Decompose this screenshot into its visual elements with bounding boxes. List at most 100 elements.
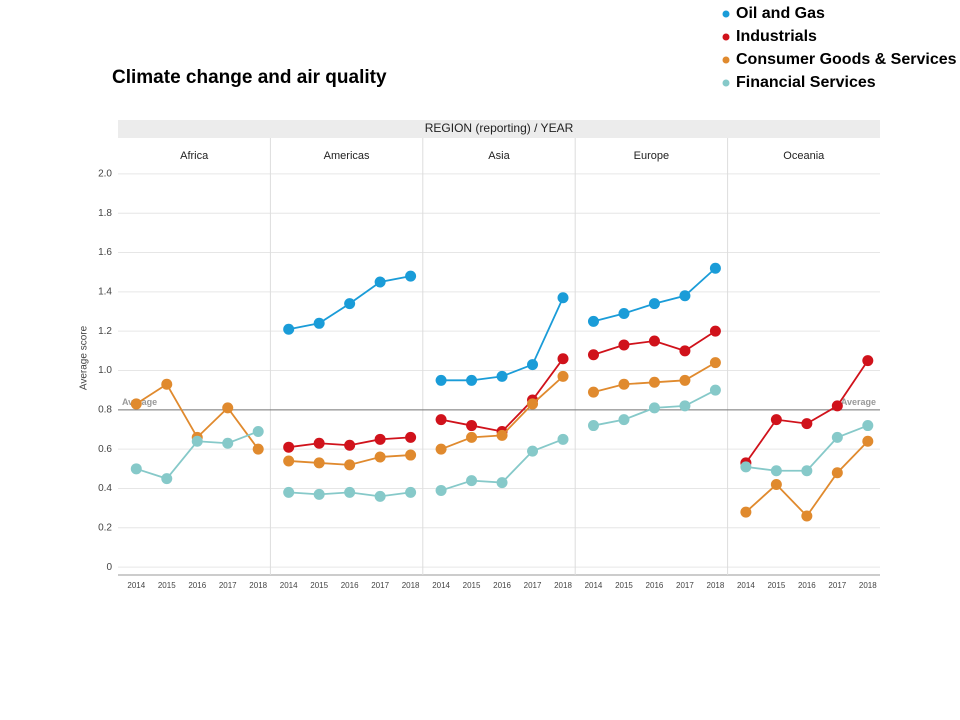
data-point <box>161 378 173 390</box>
panel-title: Americas <box>324 150 370 162</box>
data-point <box>283 441 295 453</box>
y-tick-label: 0 <box>106 562 112 573</box>
data-point <box>587 386 599 398</box>
data-point <box>587 420 599 432</box>
data-point <box>801 418 813 430</box>
x-tick-label: 2017 <box>371 581 389 590</box>
x-tick-label: 2015 <box>310 581 328 590</box>
data-point <box>862 355 874 367</box>
data-point <box>587 349 599 361</box>
x-tick-label: 2017 <box>219 581 237 590</box>
data-point <box>740 461 752 473</box>
data-point <box>435 443 447 455</box>
legend-label: Oil and Gas <box>736 5 825 22</box>
legend-marker <box>722 33 730 41</box>
data-point <box>405 449 417 461</box>
panel-title: Africa <box>180 150 209 162</box>
x-tick-label: 2014 <box>585 581 603 590</box>
data-point <box>405 431 417 443</box>
data-point <box>648 402 660 414</box>
x-tick-label: 2014 <box>737 581 755 590</box>
data-point <box>770 479 782 491</box>
y-tick-label: 1.6 <box>98 247 112 258</box>
chart-title: Climate change and air quality <box>112 67 387 88</box>
x-tick-label: 2015 <box>767 581 785 590</box>
x-tick-label: 2016 <box>341 581 359 590</box>
y-tick-label: 2.0 <box>98 169 112 180</box>
x-tick-label: 2018 <box>402 581 420 590</box>
data-point <box>252 425 264 437</box>
x-tick-label: 2015 <box>615 581 633 590</box>
legend-label: Financial Services <box>736 74 876 91</box>
data-point <box>679 374 691 386</box>
y-tick-label: 1.4 <box>98 286 112 297</box>
data-point <box>130 463 142 475</box>
data-point <box>618 378 630 390</box>
data-point <box>435 374 447 386</box>
x-tick-label: 2014 <box>432 581 450 590</box>
y-tick-label: 1.0 <box>98 365 112 376</box>
x-tick-label: 2016 <box>798 581 816 590</box>
data-point <box>130 398 142 410</box>
data-point <box>313 317 325 329</box>
data-point <box>496 477 508 489</box>
data-point <box>374 490 386 502</box>
data-point <box>618 307 630 319</box>
y-tick-label: 0.4 <box>98 483 112 494</box>
x-tick-label: 2016 <box>188 581 206 590</box>
x-tick-label: 2018 <box>554 581 572 590</box>
data-point <box>648 376 660 388</box>
data-point <box>557 292 569 304</box>
data-point <box>313 457 325 469</box>
legend-marker <box>722 79 730 87</box>
data-point <box>587 315 599 327</box>
legend-marker <box>722 10 730 18</box>
y-tick-label: 0.2 <box>98 522 112 533</box>
series-line <box>593 267 717 323</box>
data-point <box>862 435 874 447</box>
data-point <box>801 510 813 522</box>
data-point <box>709 384 721 396</box>
x-tick-label: 2016 <box>646 581 664 590</box>
data-point <box>466 420 478 432</box>
data-point <box>252 443 264 455</box>
data-point <box>496 429 508 441</box>
series-line <box>440 358 564 433</box>
data-point <box>344 298 356 310</box>
data-point <box>374 276 386 288</box>
series-line <box>745 440 869 518</box>
data-point <box>283 486 295 498</box>
series-line <box>441 297 564 382</box>
data-point <box>466 374 478 386</box>
data-point <box>770 414 782 426</box>
x-tick-label: 2015 <box>158 581 176 590</box>
header-band <box>118 120 880 138</box>
x-tick-label: 2018 <box>859 581 877 590</box>
panel-title: Asia <box>488 150 510 162</box>
data-point <box>222 402 234 414</box>
data-point <box>527 359 539 371</box>
data-point <box>557 433 569 445</box>
data-point <box>161 473 173 485</box>
data-point <box>283 455 295 467</box>
x-tick-label: 2014 <box>280 581 298 590</box>
data-point <box>618 414 630 426</box>
data-point <box>405 270 417 282</box>
data-point <box>862 420 874 432</box>
x-tick-label: 2014 <box>127 581 145 590</box>
data-point <box>191 435 203 447</box>
series-line <box>745 424 869 472</box>
data-point <box>648 298 660 310</box>
data-point <box>466 431 478 443</box>
data-point <box>831 400 843 412</box>
data-point <box>831 467 843 479</box>
data-point <box>709 357 721 369</box>
y-tick-label: 1.8 <box>98 208 112 219</box>
panel-title: Oceania <box>783 150 825 162</box>
legend-label: Consumer Goods & Services <box>736 51 957 68</box>
legend-marker <box>722 56 730 64</box>
data-point <box>374 451 386 463</box>
data-point <box>557 370 569 382</box>
data-point <box>435 414 447 426</box>
data-point <box>374 433 386 445</box>
